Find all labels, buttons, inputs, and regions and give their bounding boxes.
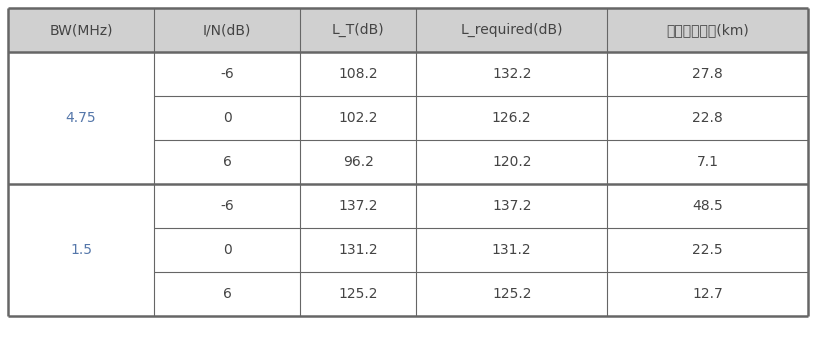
Bar (8, 272, 154, 316)
Bar (416, 228, 607, 272)
Text: 137.2: 137.2 (492, 199, 531, 213)
Bar (416, 52, 607, 96)
Bar (300, 8, 416, 52)
Bar (154, 8, 300, 52)
Text: 131.2: 131.2 (339, 243, 378, 257)
Bar (416, 184, 607, 228)
Text: 108.2: 108.2 (339, 67, 378, 81)
Bar (300, 228, 416, 272)
Bar (416, 272, 607, 316)
Text: 4.75: 4.75 (66, 111, 96, 125)
Bar (300, 140, 416, 184)
Bar (8, 8, 154, 52)
Bar (154, 184, 300, 228)
Bar (154, 272, 300, 316)
Bar (8, 96, 154, 140)
Text: 22.8: 22.8 (692, 111, 723, 125)
Bar (154, 140, 300, 184)
Text: 최소이격거리(km): 최소이격거리(km) (666, 23, 749, 37)
Text: 132.2: 132.2 (492, 67, 531, 81)
Bar (416, 96, 607, 140)
Text: 1.5: 1.5 (70, 243, 92, 257)
Bar (8, 184, 154, 228)
Text: -6: -6 (220, 67, 234, 81)
Bar (607, 272, 808, 316)
Text: 131.2: 131.2 (492, 243, 531, 257)
Text: BW(MHz): BW(MHz) (49, 23, 113, 37)
Text: 125.2: 125.2 (339, 287, 378, 301)
Bar (300, 272, 416, 316)
Bar (154, 52, 300, 96)
Text: 126.2: 126.2 (492, 111, 531, 125)
Text: I/N(dB): I/N(dB) (203, 23, 251, 37)
Bar (416, 8, 607, 52)
Text: 102.2: 102.2 (339, 111, 378, 125)
Bar (154, 96, 300, 140)
Text: L_required(dB): L_required(dB) (460, 23, 563, 37)
Text: 27.8: 27.8 (692, 67, 723, 81)
Text: 125.2: 125.2 (492, 287, 531, 301)
Text: 7.1: 7.1 (697, 155, 718, 169)
Bar (154, 228, 300, 272)
Text: 48.5: 48.5 (692, 199, 723, 213)
Bar (8, 228, 154, 272)
Text: 137.2: 137.2 (339, 199, 378, 213)
Text: 6: 6 (223, 155, 232, 169)
Text: 0: 0 (223, 243, 232, 257)
Bar (300, 184, 416, 228)
Text: 96.2: 96.2 (343, 155, 374, 169)
Text: 0: 0 (223, 111, 232, 125)
Text: 120.2: 120.2 (492, 155, 531, 169)
Text: 12.7: 12.7 (692, 287, 723, 301)
Bar (607, 8, 808, 52)
Bar (416, 140, 607, 184)
Bar (607, 52, 808, 96)
Bar (300, 52, 416, 96)
Bar (8, 52, 154, 96)
Text: 6: 6 (223, 287, 232, 301)
Bar (607, 228, 808, 272)
Bar (607, 184, 808, 228)
Text: L_T(dB): L_T(dB) (332, 23, 384, 37)
Text: 22.5: 22.5 (692, 243, 723, 257)
Bar (607, 140, 808, 184)
Text: -6: -6 (220, 199, 234, 213)
Bar (607, 96, 808, 140)
Bar (300, 96, 416, 140)
Bar (8, 140, 154, 184)
